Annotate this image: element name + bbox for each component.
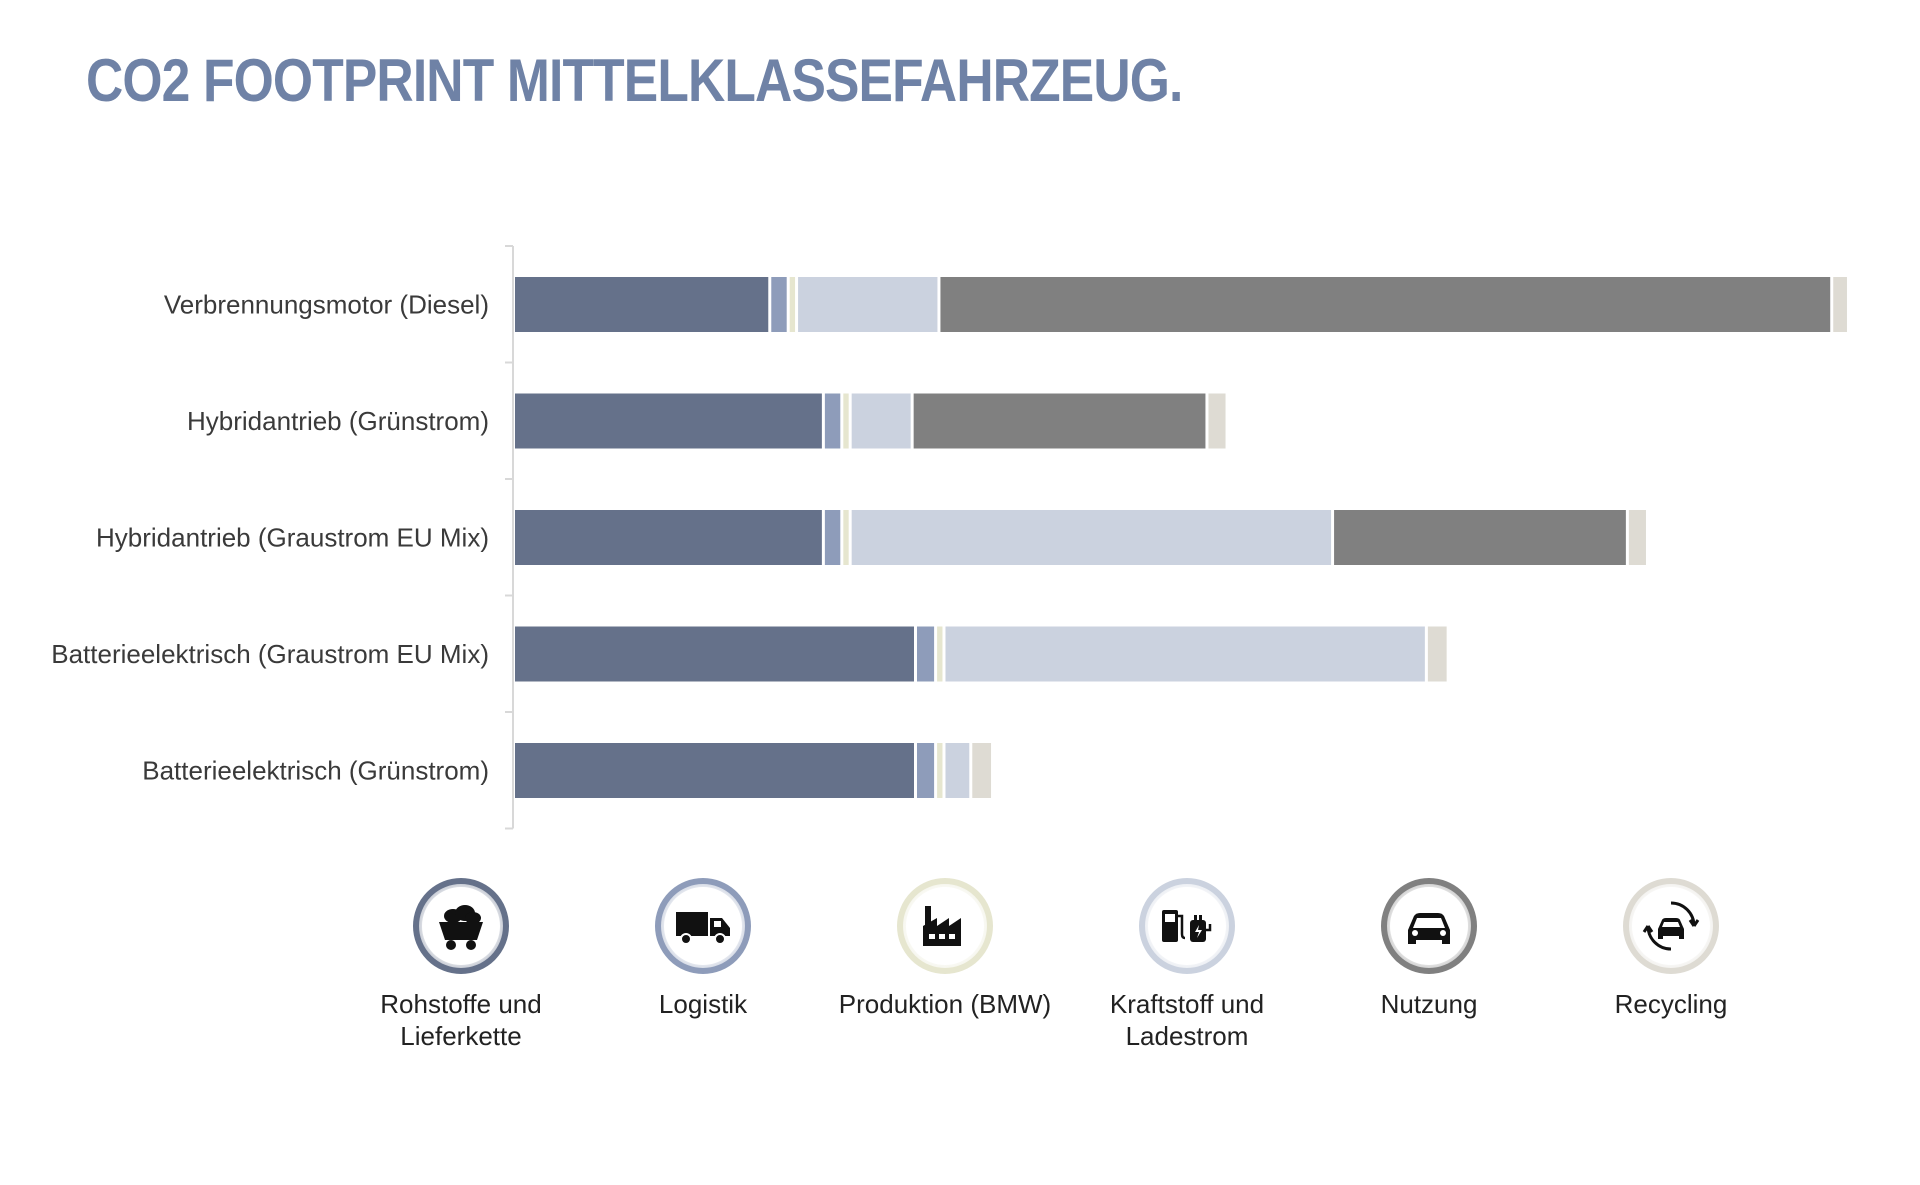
bar-segment-4 <box>851 393 911 449</box>
axis <box>505 245 514 830</box>
bar-segment-3 <box>789 277 796 332</box>
chart-title: CO2 FOOTPRINT MITTELKLASSEFAHRZEUG. <box>86 47 1183 114</box>
bar-segment-4 <box>798 277 938 332</box>
bar-segment-2 <box>917 743 935 798</box>
bar-segment-6 <box>1208 393 1226 449</box>
bar-segment-3 <box>843 393 849 449</box>
bar-segment-3 <box>843 510 849 565</box>
category-label: Batterieelektrisch (Grünstrom) <box>142 756 489 786</box>
bar-segment-3 <box>937 743 943 798</box>
bar-segment-1 <box>515 743 914 798</box>
bar-segment-5 <box>940 277 1831 332</box>
bar-segment-2 <box>824 510 841 565</box>
bar-segment-2 <box>824 393 841 449</box>
bar-segment-6 <box>972 743 992 798</box>
bar-segment-6 <box>1427 626 1447 682</box>
bar-segment-4 <box>945 626 1425 682</box>
bar-segment-2 <box>917 626 935 682</box>
bar-segment-3 <box>937 626 943 682</box>
bar-segment-6 <box>1833 277 1847 332</box>
category-label: Hybridantrieb (Grünstrom) <box>187 406 489 436</box>
category-label: Batterieelektrisch (Graustrom EU Mix) <box>51 639 489 669</box>
bar-segment-1 <box>515 626 914 682</box>
bar-segment-1 <box>515 510 822 565</box>
bar-segment-4 <box>945 743 970 798</box>
category-labels: Verbrennungsmotor (Diesel) Hybridantrieb … <box>51 290 489 786</box>
bar-segment-2 <box>771 277 787 332</box>
bars <box>515 277 1847 798</box>
bar-segment-5 <box>1334 510 1626 565</box>
bar-segment-4 <box>851 510 1332 565</box>
bar-segment-1 <box>515 393 822 449</box>
bar-segment-5 <box>913 393 1206 449</box>
bar-segment-1 <box>515 277 769 332</box>
bar-segment-6 <box>1628 510 1646 565</box>
category-label: Hybridantrieb (Graustrom EU Mix) <box>96 523 489 553</box>
category-label: Verbrennungsmotor (Diesel) <box>164 290 489 320</box>
